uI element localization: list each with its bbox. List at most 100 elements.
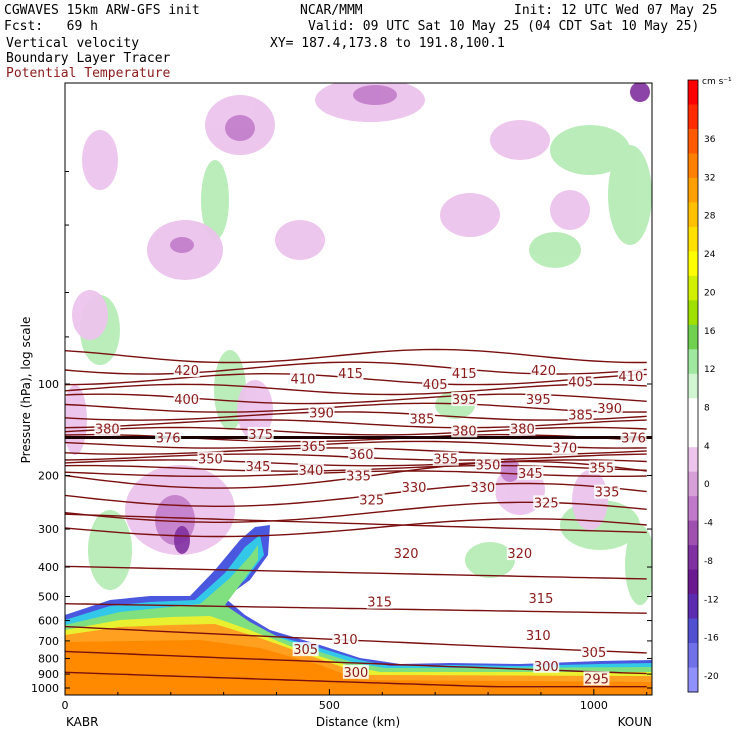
- y-tick-label: 100: [38, 378, 59, 391]
- colorbar-swatch: [688, 226, 698, 252]
- theta-contour-390: [65, 411, 647, 421]
- colorbar-tick-label: 36: [704, 135, 716, 145]
- theta-labels: 420 410 415 415 420 405 410 400 405 395 395 390 390 3…: [94, 363, 647, 687]
- colorbar-swatch: [688, 618, 698, 644]
- theta-label: 390: [309, 406, 334, 421]
- model-title: CGWAVES 15km ARW-GFS init: [4, 3, 200, 18]
- theta-label: 415: [338, 367, 363, 382]
- theta-label: 420: [531, 364, 556, 379]
- colorbar-swatch: [688, 373, 698, 399]
- y-tick-label: 800: [38, 653, 59, 666]
- shaded-fields: [65, 83, 652, 695]
- theta-label-bg: [567, 407, 594, 422]
- theta-label: 365: [301, 440, 326, 455]
- theta-label: 376: [621, 432, 646, 447]
- y-tick-label: 900: [38, 668, 59, 681]
- x-axis-title: Distance (km): [316, 715, 400, 729]
- colorbar-swatch: [688, 202, 698, 228]
- theta-label: 355: [433, 453, 458, 468]
- theta-label: 385: [410, 413, 435, 428]
- section-coordinates: XY= 187.4,173.8 to 191.8,100.1: [270, 36, 505, 51]
- theta-label: 380: [452, 424, 477, 439]
- theta-label: 420: [174, 364, 199, 379]
- x-end-label-right: KOUN: [618, 715, 652, 729]
- theta-label-bg: [155, 430, 182, 445]
- theta-label: 315: [367, 596, 392, 611]
- colorbar-swatch: [688, 643, 698, 669]
- theta-label: 345: [518, 467, 543, 482]
- theta-label-bg: [358, 492, 385, 507]
- theta-label-bg: [533, 658, 560, 673]
- theta-label-bg: [530, 363, 557, 378]
- x-end-label-left: KABR: [66, 715, 98, 729]
- theta-label: 376: [156, 432, 181, 447]
- theta-contour-380: [65, 426, 647, 436]
- colorbar-swatch: [688, 545, 698, 571]
- theta-label: 380: [510, 422, 535, 437]
- theta-label-bg: [525, 391, 552, 406]
- theta-label: 300: [343, 666, 368, 681]
- colorbar-tick-label: -12: [704, 595, 719, 605]
- theta-contour-400: [65, 393, 647, 405]
- theta-label: 340: [298, 464, 323, 479]
- colorbar-frame: [687, 79, 699, 693]
- colorbar: 36 32 28 24 20 16 12 8 4 0 -4 -8 -12 -16 -20: [687, 79, 719, 693]
- theta-label-bg: [337, 365, 364, 380]
- theta-label: 400: [174, 393, 199, 408]
- colorbar-swatch: [688, 251, 698, 277]
- legend-potential-temperature: Potential Temperature: [6, 66, 171, 81]
- init-time: Init: 12 UTC Wed 07 May 25: [514, 3, 718, 18]
- theta-label-bg: [451, 365, 478, 380]
- theta-label: 370: [552, 442, 577, 457]
- theta-contour-335: [65, 482, 647, 507]
- theta-label: 300: [534, 660, 559, 675]
- x-axis: 0 500 1000: [62, 689, 648, 712]
- theta-contour-395: [65, 402, 647, 413]
- colorbar-tick-label: -4: [704, 519, 713, 529]
- theta-label: 410: [291, 373, 316, 388]
- theta-label-bg: [245, 458, 272, 473]
- theta-label: 380: [95, 422, 120, 437]
- colorbar-swatch: [688, 275, 698, 301]
- colorbar-tick-label: 0: [704, 480, 710, 490]
- y-tick-label: 1000: [31, 682, 59, 695]
- theta-label-bg: [342, 664, 369, 679]
- theta-contour-355: [65, 459, 647, 467]
- valid-time: Valid: 09 UTC Sat 10 May 25 (04 CDT Sat …: [308, 19, 700, 34]
- theta-label: 330: [470, 481, 495, 496]
- x-tick-label: 0: [62, 699, 69, 712]
- colorbar-swatch: [688, 496, 698, 522]
- theta-label: 315: [529, 592, 554, 607]
- theta-label-bg: [197, 451, 224, 466]
- theta-label-bg: [567, 374, 594, 389]
- colorbar-unit: cm s⁻¹: [702, 77, 732, 87]
- theta-contour-370: [65, 440, 647, 449]
- theta-label-bg: [297, 463, 324, 478]
- theta-label: 295: [584, 672, 609, 687]
- y-axis-title: Pressure (hPa), log scale: [19, 317, 33, 464]
- theta-label: 405: [423, 378, 448, 393]
- theta-label-bg: [432, 451, 459, 466]
- theta-label: 330: [402, 481, 427, 496]
- colorbar-swatch: [688, 422, 698, 448]
- theta-label-bg: [533, 495, 560, 510]
- colorbar-tick-label: 20: [704, 288, 716, 298]
- theta-label: 305: [293, 643, 318, 658]
- theta-label-bg: [401, 479, 428, 494]
- x-tick-label: 500: [319, 699, 340, 712]
- theta-label-bg: [366, 594, 393, 609]
- theta-label-bg: [506, 546, 533, 561]
- theta-label-bg: [617, 368, 644, 383]
- theta-label-bg: [308, 405, 335, 420]
- theta-label: 305: [581, 646, 606, 661]
- colorbar-tick-label: 12: [704, 365, 715, 375]
- theta-label-bg: [422, 377, 449, 391]
- colorbar-swatch: [688, 471, 698, 497]
- theta-label: 320: [394, 547, 419, 562]
- theta-label-bg: [451, 391, 478, 406]
- theta-label: 385: [568, 409, 593, 424]
- theta-label-bg: [580, 644, 607, 659]
- org-label: NCAR/MMM: [300, 3, 363, 18]
- theta-label: 375: [248, 428, 273, 443]
